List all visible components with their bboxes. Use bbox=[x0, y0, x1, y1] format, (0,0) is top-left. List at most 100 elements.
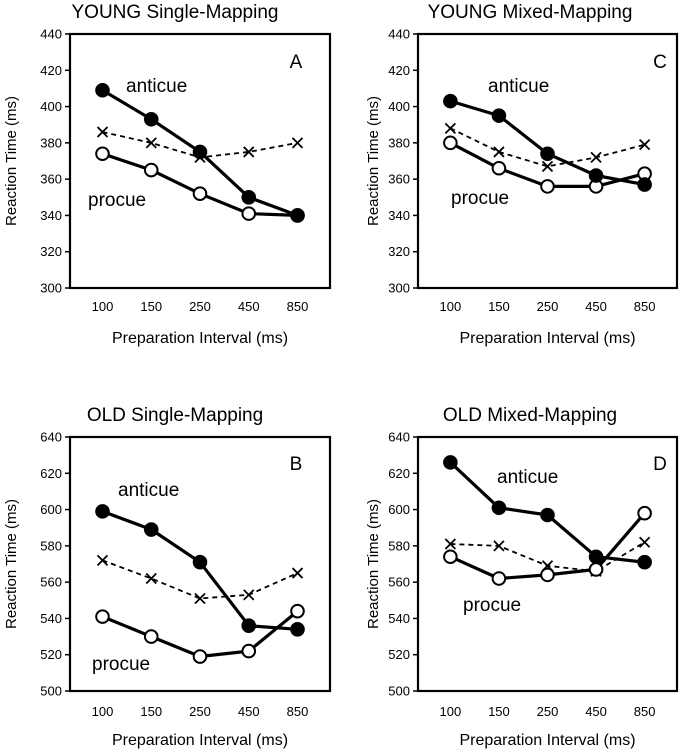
x-tick-label: 850 bbox=[634, 299, 656, 314]
point-marker-anticue bbox=[637, 554, 652, 570]
point-marker-procue bbox=[637, 505, 652, 521]
point-marker-anticue bbox=[241, 618, 257, 633]
y-axis-label: Reaction Time (ms) bbox=[3, 96, 20, 226]
chart-panel-b: OLD Single-Mapping B 500 520 540 560 580 600 620… bbox=[3, 405, 332, 749]
x-tick-label: 250 bbox=[189, 299, 211, 314]
point-marker-anticue bbox=[290, 208, 305, 223]
x-stroke bbox=[96, 126, 109, 138]
x-stroke bbox=[194, 592, 206, 605]
y-tick-label: 400 bbox=[40, 99, 62, 114]
y-tick-label: 360 bbox=[388, 172, 410, 187]
chart-title: YOUNG Single-Mapping bbox=[72, 2, 279, 23]
point-marker-anticue bbox=[491, 108, 507, 123]
point-marker-average bbox=[444, 122, 457, 134]
series-line-anticue bbox=[449, 99, 645, 187]
y-axis-label: Reaction Time (ms) bbox=[365, 96, 382, 226]
series-label-procue: procue bbox=[88, 190, 146, 211]
x-stroke bbox=[96, 554, 109, 567]
y-tick-label: 420 bbox=[388, 63, 410, 78]
x-tick-label: 250 bbox=[537, 704, 559, 719]
point-marker-anticue bbox=[192, 144, 208, 160]
x-stroke bbox=[444, 538, 457, 550]
chart-panel-a: YOUNG Single-Mapping A 300 320 340 360 380 400 4… bbox=[3, 2, 332, 347]
y-tick-label: 400 bbox=[388, 99, 410, 114]
point-marker-procue bbox=[95, 609, 110, 624]
point-marker-procue bbox=[143, 162, 159, 178]
point-marker-procue bbox=[540, 567, 555, 583]
chart-title: YOUNG Mixed-Mapping bbox=[428, 2, 633, 23]
plot-frame bbox=[68, 32, 332, 290]
point-marker-average bbox=[145, 137, 157, 149]
x-stroke bbox=[291, 567, 304, 579]
point-marker-average bbox=[243, 146, 255, 158]
x-stroke bbox=[493, 146, 505, 158]
plot-frame bbox=[68, 435, 332, 693]
y-tick-label: 580 bbox=[40, 538, 62, 553]
y-tick-label: 500 bbox=[40, 684, 62, 699]
x-stroke bbox=[291, 137, 304, 149]
point-marker-procue bbox=[290, 603, 305, 619]
point-marker-procue bbox=[443, 549, 458, 565]
x-stroke bbox=[590, 151, 602, 164]
series-label-anticue: anticue bbox=[497, 467, 558, 488]
y-tick-label: 440 bbox=[388, 27, 410, 42]
point-marker-procue bbox=[143, 629, 159, 644]
point-marker-average bbox=[145, 572, 157, 585]
point-marker-procue bbox=[491, 571, 507, 586]
y-tick-label: 360 bbox=[40, 172, 62, 187]
chart-panel-d: OLD Mixed-Mapping D 500 520 540 560 580 600 620 6… bbox=[365, 405, 679, 749]
point-marker-anticue bbox=[540, 507, 555, 523]
x-tick-label: 150 bbox=[140, 299, 162, 314]
y-tick-label: 500 bbox=[388, 684, 410, 699]
y-tick-label: 300 bbox=[40, 281, 62, 296]
point-marker-procue bbox=[443, 135, 458, 151]
x-axis-label: Preparation Interval (ms) bbox=[459, 732, 635, 749]
y-tick-label: 540 bbox=[40, 611, 62, 626]
point-marker-anticue bbox=[443, 93, 458, 109]
x-stroke bbox=[638, 536, 651, 548]
series-label-procue: procue bbox=[92, 654, 150, 675]
point-marker-anticue bbox=[95, 504, 110, 519]
panel-letter: A bbox=[290, 52, 303, 73]
point-marker-procue bbox=[192, 186, 208, 201]
point-marker-anticue bbox=[588, 168, 604, 183]
point-marker-procue bbox=[588, 562, 604, 577]
x-stroke bbox=[444, 122, 457, 134]
y-tick-label: 520 bbox=[40, 647, 62, 662]
point-marker-anticue bbox=[443, 455, 458, 470]
x-tick-label: 850 bbox=[287, 299, 309, 314]
point-marker-procue bbox=[241, 206, 257, 221]
y-tick-label: 440 bbox=[40, 27, 62, 42]
y-tick-label: 620 bbox=[40, 466, 62, 481]
y-tick-label: 340 bbox=[40, 208, 62, 223]
y-tick-label: 380 bbox=[40, 135, 62, 150]
y-axis-label: Reaction Time (ms) bbox=[3, 499, 20, 629]
x-axis-label: Preparation Interval (ms) bbox=[112, 330, 288, 347]
x-tick-label: 100 bbox=[92, 704, 114, 719]
series-label-procue: procue bbox=[451, 188, 509, 209]
x-stroke bbox=[541, 160, 554, 173]
point-marker-anticue bbox=[540, 146, 555, 162]
point-marker-average bbox=[96, 126, 109, 138]
point-marker-anticue bbox=[588, 549, 604, 565]
plot-frame bbox=[416, 32, 679, 290]
plot-frame bbox=[416, 435, 679, 693]
y-tick-label: 600 bbox=[388, 502, 410, 517]
x-stroke bbox=[145, 572, 157, 585]
series-label-anticue: anticue bbox=[126, 76, 187, 97]
y-tick-label: 380 bbox=[388, 135, 410, 150]
y-tick-label: 420 bbox=[40, 63, 62, 78]
x-tick-label: 100 bbox=[440, 704, 462, 719]
point-marker-procue bbox=[192, 649, 208, 664]
point-marker-anticue bbox=[491, 500, 507, 516]
point-marker-anticue bbox=[143, 111, 159, 127]
x-stroke bbox=[243, 589, 255, 601]
x-axis-label: Preparation Interval (ms) bbox=[459, 330, 635, 347]
x-tick-label: 450 bbox=[238, 299, 260, 314]
point-marker-average bbox=[493, 540, 505, 552]
y-tick-label: 540 bbox=[388, 611, 410, 626]
point-marker-anticue bbox=[290, 622, 305, 637]
x-tick-label: 450 bbox=[585, 704, 607, 719]
y-tick-label: 560 bbox=[388, 575, 410, 590]
